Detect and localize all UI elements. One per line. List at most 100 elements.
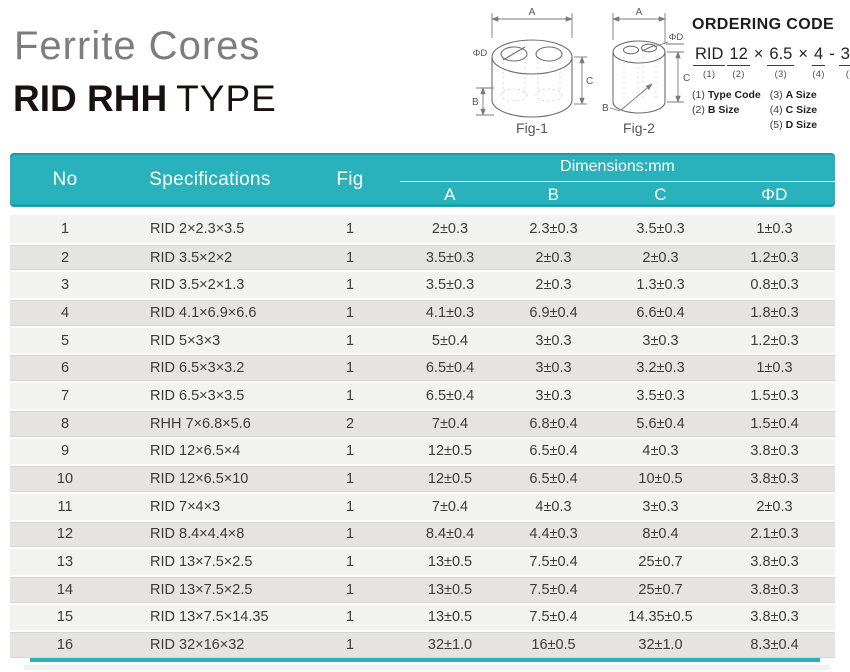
ordering-code-segment: 4 (4) — [812, 45, 826, 79]
cell-spec: RID 3.5×2×2 — [150, 249, 233, 266]
fig2-dim-b-label: B — [602, 103, 609, 114]
cell-spec: RID 6.5×3×3.5 — [150, 387, 245, 404]
code-text: 4 — [812, 45, 826, 66]
cell-fig: 1 — [345, 498, 355, 515]
ordering-code-section: ORDERING CODE RID(1)12(2)×6.5(3)×4(4)-3.… — [692, 16, 850, 131]
col-header-c: C — [654, 184, 667, 204]
cell-no: 5 — [60, 332, 70, 349]
type-code-bold: RID RHH — [13, 78, 168, 119]
cell-b: 4±0.3 — [535, 498, 572, 515]
cell-spec: RID 32×16×32 — [150, 637, 245, 654]
code-text: × — [753, 45, 764, 63]
cell-c: 3.5±0.3 — [636, 220, 685, 237]
legend-column-left: (1) Type Code (2) B Size — [692, 88, 761, 131]
cell-phid: 1.8±0.3 — [750, 304, 799, 321]
legend-number: (1) — [692, 88, 705, 101]
fig2-dimension-lines — [609, 13, 684, 112]
cell-fig: 2 — [345, 415, 355, 432]
fig2-core-outline — [612, 40, 666, 114]
cell-b: 3±0.3 — [535, 360, 572, 377]
legend-column-right: (3) A Size (4) C Size (5) D Size — [769, 88, 817, 131]
ordering-legend-item: (2) B Size — [692, 103, 761, 116]
cell-c: 3±0.3 — [642, 332, 679, 349]
legend-label: A Size — [785, 88, 817, 101]
cell-b: 3±0.3 — [535, 332, 572, 349]
cell-spec: RID 3.5×2×1.3 — [150, 277, 245, 294]
code-text: 12 — [727, 45, 750, 66]
cell-c: 1.3±0.3 — [636, 277, 685, 294]
cell-no: 10 — [56, 471, 74, 488]
fig2-dim-a-label: A — [636, 7, 643, 18]
table-row: 3 RID 3.5×2×1.3 1 3.5±0.3 2±0.3 1.3±0.3 0.8±0.… — [10, 270, 835, 299]
ordering-legend-item: (3) A Size — [770, 88, 817, 101]
cell-fig: 1 — [345, 220, 355, 237]
cell-spec: RID 2×2.3×3.5 — [150, 220, 245, 237]
ordering-legend-item: (4) C Size — [769, 103, 817, 116]
dimensions-table: No Specifications Fig Dimensions:mm A B … — [10, 153, 835, 670]
table-row: 7 RID 6.5×3×3.5 1 6.5±0.4 3±0.3 3.5±0.3 1.5±0.… — [10, 381, 835, 409]
cell-fig: 1 — [345, 304, 355, 321]
type-word: TYPE — [176, 78, 277, 119]
table-row: 6 RID 6.5×3×3.2 1 6.5±0.4 3±0.3 3.2±0.3 1±0.3 — [10, 353, 835, 382]
table-row: 2 RID 3.5×2×2 1 3.5±0.3 2±0.3 2±0.3 1.2±0.3 — [10, 242, 835, 271]
ordering-code-separator: - — [827, 45, 837, 77]
ordering-code-segment: 12 (2) — [727, 45, 750, 79]
cell-fig: 1 — [345, 471, 355, 488]
ordering-legend-item: (5) D Size — [770, 119, 817, 131]
cell-no: 6 — [60, 360, 70, 377]
dimensions-header-group: Dimensions:mm A B C ΦD — [400, 153, 835, 207]
cell-fig: 1 — [345, 360, 355, 377]
dimension-subheaders: A B C ΦD — [400, 182, 835, 207]
code-text: 6.5 — [767, 45, 795, 66]
cell-a: 32±1.0 — [427, 637, 473, 654]
cell-a: 6.5±0.4 — [425, 360, 475, 377]
code-text: - — [829, 45, 835, 63]
cell-c: 14.35±0.5 — [628, 609, 693, 626]
table-row: 11 RID 7×4×3 1 7±0.4 4±0.3 3±0.3 2±0.3 — [10, 491, 835, 520]
table-row: 13 RID 13×7.5×2.5 1 13±0.5 7.5±0.4 25±0.7 3.8±… — [10, 547, 835, 575]
cell-no: 4 — [60, 304, 70, 321]
cell-a: 5±0.4 — [431, 332, 469, 349]
cell-spec: RID 6.5×3×3.2 — [150, 360, 245, 377]
cell-b: 6.8±0.4 — [529, 415, 578, 432]
ordering-code-segment: 3.8(5) — [838, 45, 850, 79]
cell-b: 7.5±0.4 — [529, 554, 578, 571]
col-header-phid: ΦD — [761, 184, 788, 204]
cell-phid: 3.8±0.3 — [750, 581, 799, 598]
fig1-dim-c-label: C — [586, 76, 593, 87]
fig2-caption: Fig-2 — [623, 120, 655, 136]
code-text: 3.8 — [838, 45, 850, 66]
legend-label: B Size — [707, 103, 740, 116]
cell-a: 8.4±0.4 — [425, 526, 475, 543]
ordering-legend-item: (1) Type Code — [692, 88, 761, 101]
code-number: (5) — [845, 68, 850, 79]
cell-spec: RID 7×4×3 — [150, 498, 221, 515]
page-title: Ferrite Cores — [14, 24, 261, 68]
ordering-code-line: RID(1)12(2)×6.5(3)×4(4)-3.8(5) — [692, 45, 850, 79]
table-row: 16 RID 32×16×32 1 32±1.0 16±0.5 32±1.0 8.3±0.4 — [10, 630, 835, 658]
code-number: (4) — [812, 68, 825, 79]
cell-spec: RID 12×6.5×4 — [150, 443, 241, 460]
cell-a: 13±0.5 — [427, 609, 473, 626]
cell-phid: 1.5±0.4 — [750, 415, 799, 432]
fig1-dimension-lines — [476, 13, 587, 116]
cell-no: 12 — [56, 526, 74, 543]
cell-b: 16±0.5 — [531, 637, 576, 654]
cell-b: 6.5±0.4 — [529, 471, 578, 488]
cell-no: 2 — [60, 249, 70, 266]
col-header-no: No — [52, 169, 78, 190]
table-row: 14 RID 13×7.5×2.5 1 13±0.5 7.5±0.4 25±0.7 3.8±… — [10, 574, 835, 603]
cell-b: 2±0.3 — [535, 249, 572, 266]
table-row: 15 RID 13×7.5×14.35 1 13±0.5 7.5±0.4 14.35±0.… — [10, 602, 835, 631]
ordering-code-segment: RID (1) — [693, 45, 726, 79]
cell-b: 6.5±0.4 — [529, 443, 578, 460]
legend-number: (4) — [769, 103, 783, 116]
cell-c: 6.6±0.4 — [636, 304, 685, 321]
col-header-specifications: Specifications — [149, 169, 271, 190]
cell-no: 9 — [60, 443, 70, 460]
cell-fig: 1 — [345, 637, 355, 654]
cell-c: 25±0.7 — [638, 554, 683, 571]
cell-no: 13 — [56, 554, 74, 571]
cell-phid: 2.1±0.3 — [750, 526, 799, 543]
cell-a: 7±0.4 — [431, 415, 469, 432]
